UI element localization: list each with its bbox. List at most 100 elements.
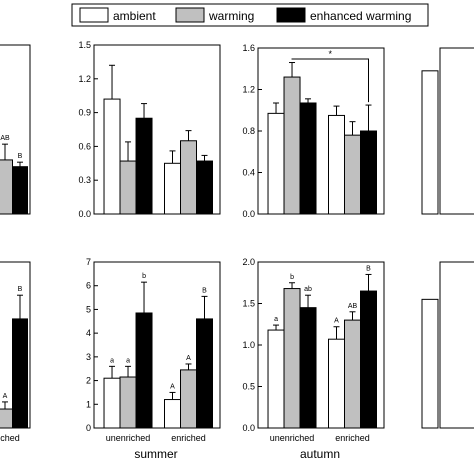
legend-frame: [71, 3, 429, 27]
y-tick-label: 0.0: [242, 423, 255, 433]
y-tick-label: 0.3: [78, 175, 91, 185]
significance-bracket: [291, 58, 369, 103]
bar: [267, 329, 285, 429]
bar: [135, 117, 153, 215]
legend-label-ambient: ambient: [113, 9, 156, 23]
legend-swatch-enhanced-warming: [276, 7, 306, 23]
axis-box: [439, 261, 474, 429]
panel-7: [421, 261, 474, 429]
y-tick-label: 1.2: [78, 74, 91, 84]
y-tick-label: 0.9: [78, 108, 91, 118]
significance-label: b: [142, 273, 146, 280]
bar: [421, 298, 439, 429]
bar: [267, 112, 285, 215]
y-tick-label: 0.5: [242, 382, 255, 392]
bar: [283, 76, 301, 215]
significance-label: B: [366, 265, 371, 272]
y-tick-label: 0.0: [242, 209, 255, 219]
bar: [135, 312, 153, 429]
y-tick-label: 0.4: [242, 168, 255, 178]
y-tick-label: 0.0: [78, 209, 91, 219]
y-tick-label: 3: [86, 352, 91, 362]
y-tick-label: 1.2: [242, 85, 255, 95]
legend-label-warming: warming: [208, 9, 254, 23]
bar: [328, 338, 345, 429]
significance-asterisk: *: [329, 49, 333, 59]
bar: [360, 290, 377, 429]
y-tick-label: 1.0: [242, 340, 255, 350]
significance-label: AB: [348, 303, 358, 310]
bar: [344, 319, 361, 429]
bar: [421, 70, 439, 215]
significance-label: B: [18, 286, 23, 293]
y-tick-label: 7: [86, 257, 91, 267]
bar: [12, 318, 28, 429]
bar: [103, 377, 121, 429]
significance-label: b: [290, 274, 294, 281]
y-tick-label: 1.5: [78, 40, 91, 50]
significance-label: a: [126, 357, 130, 364]
panel-0: AB B: [0, 44, 31, 215]
bar: [180, 369, 197, 429]
panel-2: 0.0 0.4 0.8 1.2 1.6 *: [242, 43, 385, 219]
significance-label: B: [18, 153, 23, 160]
x-tick-label: unenriched: [270, 433, 315, 443]
axis-box: [93, 44, 221, 215]
y-tick-label: 6: [86, 281, 91, 291]
legend: ambient warming enhanced warming: [71, 3, 429, 27]
bar: [328, 114, 345, 215]
panel-3: [421, 47, 474, 215]
significance-label: a: [110, 357, 114, 364]
significance-label: A: [186, 355, 191, 362]
significance-label: A: [170, 383, 175, 390]
y-tick-label: 1.6: [242, 43, 255, 53]
panels: ABB0.00.30.60.91.21.50.00.40.81.21.6*ABn…: [0, 40, 474, 443]
y-tick-label: 2: [86, 376, 91, 386]
y-tick-label: 0.6: [78, 141, 91, 151]
significance-label: B: [202, 287, 207, 294]
y-tick-label: 2.0: [242, 257, 255, 267]
bar: [164, 162, 181, 215]
y-tick-label: 1: [86, 399, 91, 409]
significance-label: A: [3, 393, 8, 400]
axis-box: [439, 47, 474, 215]
bar: [360, 130, 377, 215]
bar: [164, 399, 181, 429]
bar: [196, 160, 213, 215]
significance-label: a: [274, 316, 278, 323]
significance-label: AB: [0, 135, 10, 142]
x-tick-label: enriched: [335, 433, 370, 443]
bar: [0, 159, 13, 215]
legend-swatch-warming: [175, 7, 205, 23]
bar: [196, 318, 213, 429]
season-label-autumn: autumn: [300, 447, 340, 461]
bar: [283, 288, 301, 429]
bar: [119, 376, 137, 429]
panel-1: 0.0 0.3 0.6 0.9 1.2 1.5: [78, 40, 221, 219]
bar: [299, 307, 317, 429]
bar: [12, 166, 28, 215]
x-tick-label: unenriched: [106, 433, 151, 443]
bar: [0, 408, 13, 429]
x-tick-label: nriched: [0, 433, 20, 443]
bar: [299, 102, 317, 215]
bar: [103, 98, 121, 215]
y-tick-label: 5: [86, 304, 91, 314]
x-tick-label: enriched: [171, 433, 206, 443]
axis-box: [93, 261, 221, 429]
significance-label: ab: [304, 286, 312, 293]
y-tick-label: 1.5: [242, 299, 255, 309]
legend-label-enhanced-warming: enhanced warming: [310, 9, 411, 23]
season-label-summer: summer: [134, 447, 177, 461]
bar: [180, 140, 197, 215]
panel-4: A Bnriched: [0, 261, 31, 443]
y-tick-label: 0: [86, 423, 91, 433]
bar: [344, 134, 361, 215]
significance-label: A: [334, 318, 339, 325]
bar: [119, 160, 137, 215]
legend-swatch-ambient: [79, 7, 109, 23]
y-tick-label: 4: [86, 328, 91, 338]
